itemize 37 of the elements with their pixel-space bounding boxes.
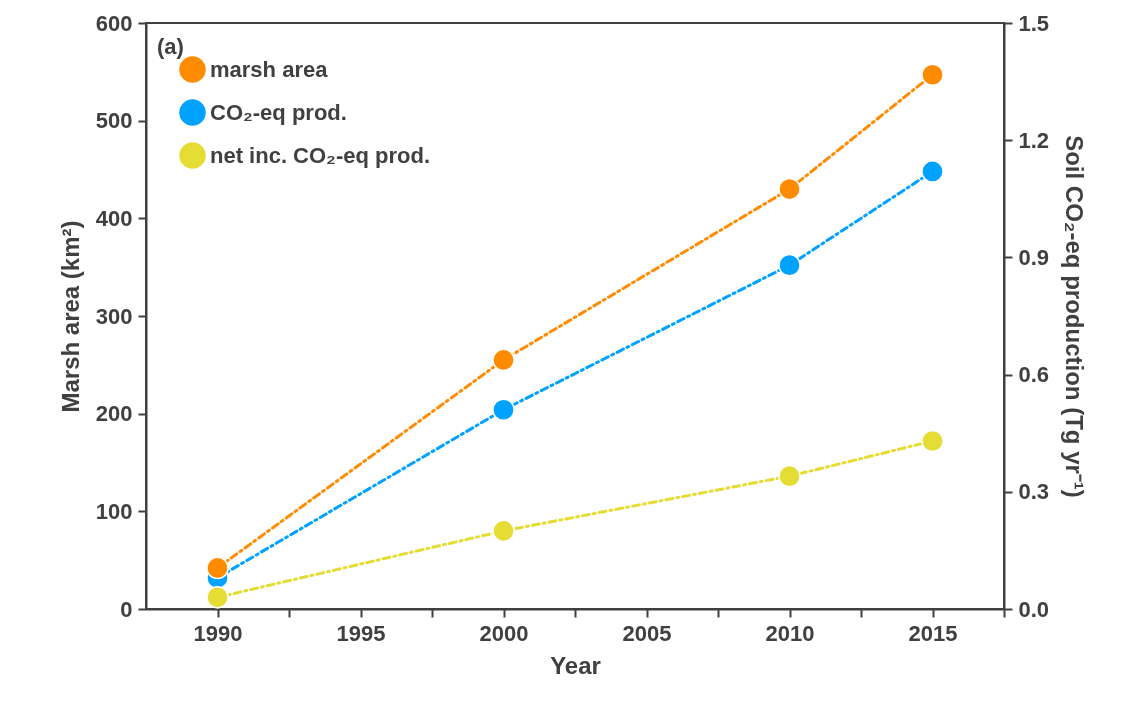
y-tick-label: 400: [95, 205, 133, 231]
y-tick-label: 500: [95, 108, 133, 134]
point: [778, 177, 801, 201]
point: [778, 253, 801, 277]
y2-tick-label: 0.9: [1018, 244, 1050, 270]
x-axis-title: Year: [550, 651, 601, 679]
legend-label: marsh area: [210, 56, 329, 82]
y2-tick-label: 0.0: [1018, 596, 1050, 622]
x-tick-label: 2000: [479, 620, 529, 646]
x-tick-label: 1990: [193, 620, 243, 646]
point: [921, 63, 944, 87]
y-tick-label: 100: [95, 498, 133, 524]
x-tick-label: 2005: [622, 620, 672, 646]
x-tick-label: 1995: [336, 620, 386, 646]
point: [206, 585, 229, 609]
point: [921, 429, 944, 453]
y2-tick-label: 1.5: [1018, 10, 1050, 36]
y2-tick-label: 0.3: [1018, 479, 1050, 505]
y-tick-label: 600: [95, 10, 133, 36]
y-tick-label: 200: [95, 401, 133, 427]
x-tick-label: 2015: [908, 620, 958, 646]
y-tick-label: 0: [120, 596, 133, 622]
point: [206, 556, 229, 580]
point: [778, 464, 801, 488]
y-tick-label: 300: [95, 303, 133, 329]
annotation: (a): [157, 34, 184, 60]
legend-label: CO₂-eq prod.: [210, 99, 347, 125]
y-axis-title: Marsh area (km²): [56, 220, 84, 413]
x-tick-label: 2010: [765, 620, 815, 646]
point: [492, 398, 515, 422]
point: [921, 160, 944, 183]
point: [492, 519, 515, 543]
y2-tick-label: 1.2: [1018, 127, 1050, 153]
y2-tick-label: 0.6: [1018, 362, 1050, 388]
y2-axis-title: Soil CO₂-eq production (Tg yr⁻¹): [1061, 135, 1089, 498]
point: [492, 348, 515, 372]
legend-label: net inc. CO₂-eq prod.: [210, 142, 430, 168]
